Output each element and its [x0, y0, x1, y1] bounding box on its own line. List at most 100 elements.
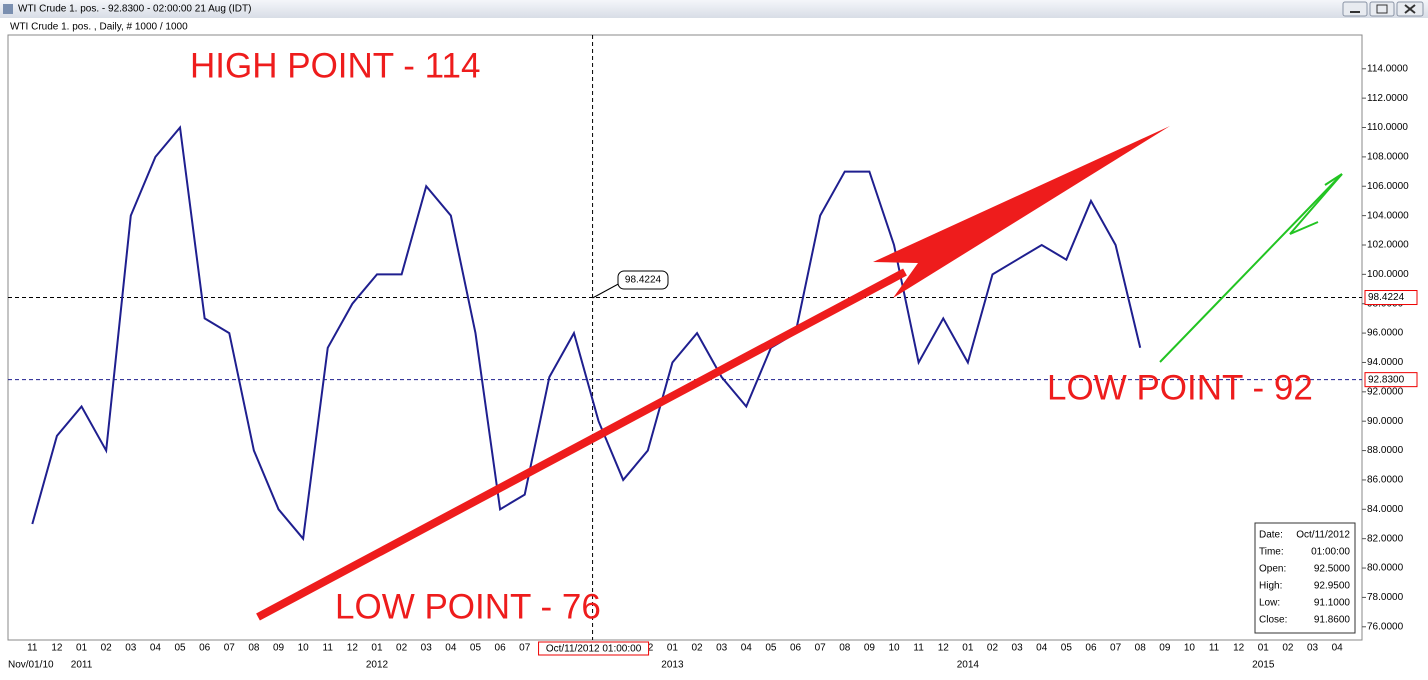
y-tick-label: 112.0000: [1367, 93, 1408, 104]
x-tick-label: 05: [765, 643, 777, 654]
info-value: Oct/11/2012: [1296, 530, 1350, 541]
crosshair-date-label: Oct/11/2012 01:00:00: [546, 644, 642, 655]
x-tick-label: 07: [815, 643, 827, 654]
info-key: Open:: [1259, 564, 1286, 575]
x-tick-label: 02: [987, 643, 999, 654]
title-bar: [0, 0, 1428, 18]
annotation: HIGH POINT - 114: [190, 46, 480, 85]
info-value: 91.8600: [1314, 615, 1351, 626]
x-tick-label: 03: [1012, 643, 1024, 654]
y-tick-label: 94.0000: [1367, 357, 1404, 368]
crosshair-price-label: 98.4224: [1368, 292, 1405, 303]
red-arrow-head: [873, 126, 1170, 298]
x-year-label: 2011: [71, 660, 93, 671]
x-tick-label: 05: [174, 643, 186, 654]
y-tick-label: 84.0000: [1367, 504, 1404, 515]
x-tick-label: 04: [1332, 643, 1344, 654]
x-tick-label: 08: [839, 643, 851, 654]
annotation: LOW POINT - 92: [1047, 368, 1313, 407]
info-key: High:: [1259, 581, 1282, 592]
x-year-label: 2014: [957, 660, 980, 671]
y-tick-label: 86.0000: [1367, 475, 1404, 486]
maximize-button[interactable]: [1369, 1, 1395, 17]
maximize-icon: [1376, 4, 1388, 14]
x-tick-label: 02: [691, 643, 703, 654]
x-tick-label: 12: [938, 643, 950, 654]
callout-label: 98.4224: [625, 275, 662, 286]
y-tick-label: 78.0000: [1367, 592, 1404, 603]
x-tick-label: 12: [347, 643, 359, 654]
x-tick-label: 01: [962, 643, 974, 654]
minimize-button[interactable]: [1342, 1, 1368, 17]
y-tick-label: 108.0000: [1367, 152, 1409, 163]
y-tick-label: 96.0000: [1367, 328, 1404, 339]
x-tick-label: 03: [1307, 643, 1319, 654]
info-value: 01:00:00: [1311, 547, 1350, 558]
x-tick-label: 12: [1233, 643, 1245, 654]
y-tick-label: 100.0000: [1367, 269, 1409, 280]
info-key: Low:: [1259, 598, 1280, 609]
x-tick-label: 11: [27, 643, 38, 654]
y-tick-label: 80.0000: [1367, 563, 1404, 574]
price-line: [31, 125, 1142, 542]
info-key: Time:: [1259, 547, 1284, 558]
y-tick-label: 104.0000: [1367, 210, 1409, 221]
info-key: Close:: [1259, 615, 1287, 626]
plot-layer: [8, 35, 1362, 640]
x-tick-label: 02: [396, 643, 408, 654]
x-tick-label: 06: [199, 643, 211, 654]
x-tick-label: 06: [790, 643, 802, 654]
y-tick-label: 106.0000: [1367, 181, 1409, 192]
y-tick-label: 114.0000: [1367, 63, 1408, 74]
y-tick-label: 110.0000: [1367, 122, 1408, 133]
price-label-box: [1364, 372, 1418, 388]
close-icon: [1404, 4, 1416, 14]
info-key: Date:: [1259, 530, 1283, 541]
x-tick-label: 08: [1135, 643, 1147, 654]
x-tick-label: 08: [248, 643, 260, 654]
info-value: 91.1000: [1314, 598, 1351, 609]
callout-pointer: [592, 281, 623, 299]
x-tick-label: 01: [371, 643, 383, 654]
green-arrow: [1159, 173, 1343, 363]
annotation: LOW POINT - 76: [335, 587, 601, 626]
x-tick-label: 05: [470, 643, 482, 654]
y-tick-label: 90.0000: [1367, 416, 1404, 427]
x-tick-label: 01: [76, 643, 88, 654]
x-tick-label: 06: [1085, 643, 1097, 654]
y-tick-label: 82.0000: [1367, 533, 1404, 544]
x-tick-label: 02: [101, 643, 113, 654]
red-trend-arrow: [256, 268, 907, 621]
x-tick-label: 02: [1282, 643, 1294, 654]
x-tick-label: 01: [667, 643, 679, 654]
x-year-label: Nov/01/10: [8, 660, 54, 671]
x-year-label: 2013: [661, 660, 684, 671]
x-tick-label: 11: [913, 643, 924, 654]
info-box: [1254, 522, 1356, 634]
x-tick-label: 10: [888, 643, 900, 654]
x-tick-label: 03: [716, 643, 728, 654]
x-tick-label: 05: [1061, 643, 1073, 654]
y-tick-label: 88.0000: [1367, 445, 1404, 456]
x-year-label: 2012: [366, 660, 389, 671]
info-value: 92.5000: [1314, 564, 1351, 575]
x-tick-label: 11: [1209, 643, 1220, 654]
x-tick-label: 12: [51, 643, 63, 654]
x-tick-label: 04: [150, 643, 162, 654]
x-tick-label: 07: [519, 643, 531, 654]
x-tick-label: 04: [445, 643, 457, 654]
x-tick-label: 07: [1110, 643, 1122, 654]
info-value: 92.9500: [1314, 581, 1351, 592]
window-title: WTI Crude 1. pos. - 92.8300 - 02:00:00 2…: [18, 4, 251, 15]
last-price-label: 92.8300: [1368, 374, 1405, 385]
date-label-box: [538, 641, 650, 656]
x-tick-label: 07: [224, 643, 236, 654]
plot-area: [7, 34, 1363, 641]
y-tick-label: 102.0000: [1367, 240, 1409, 251]
green-arrow-head: [1289, 173, 1343, 235]
x-tick-label: 09: [864, 643, 876, 654]
x-tick-label: 04: [741, 643, 753, 654]
x-tick-label: 11: [323, 643, 334, 654]
x-tick-label: 03: [421, 643, 433, 654]
